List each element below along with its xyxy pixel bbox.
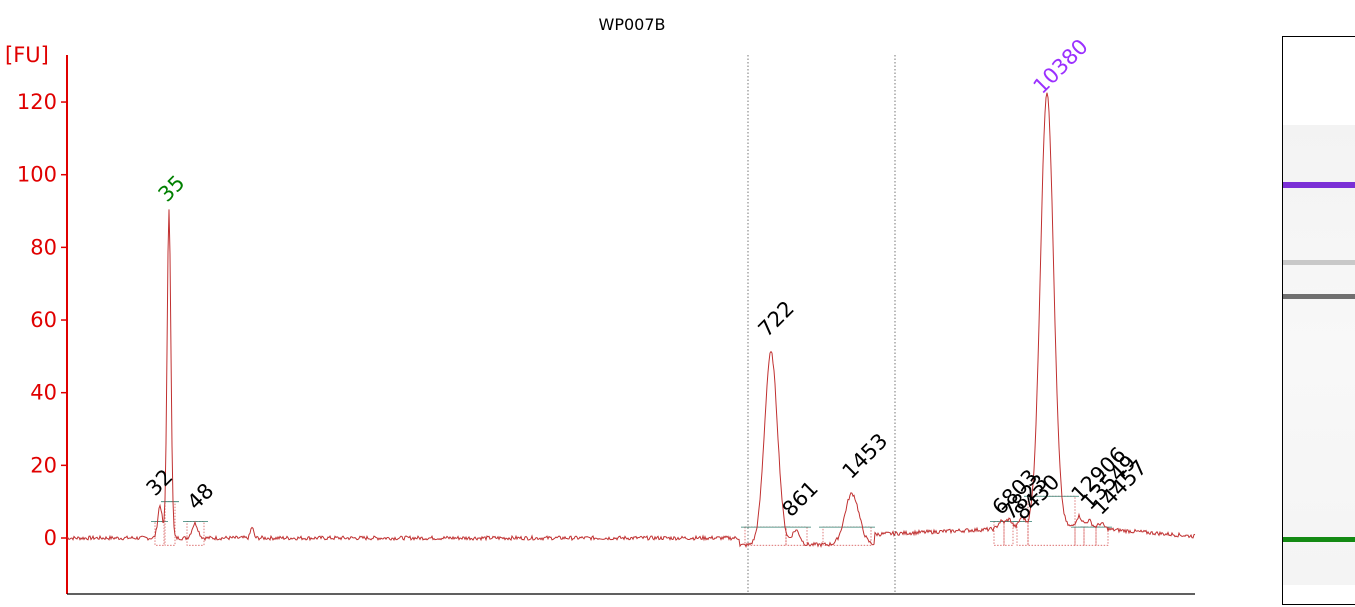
y-tick-label: 40 (30, 381, 57, 405)
axes (66, 55, 1195, 595)
peak-integration-box (744, 526, 787, 546)
peak-integration-boxes (151, 495, 1112, 546)
peak-integration-box (993, 521, 1005, 546)
peak-integration-box (164, 501, 176, 546)
faint-band (1283, 260, 1355, 265)
peak-label-861: 861 (778, 476, 823, 521)
lower-marker-band (1283, 537, 1355, 542)
peak-label-1453: 1453 (838, 429, 893, 484)
y-ticks: 0 20 40 60 80 100 120 (17, 90, 67, 550)
region-guides (747, 55, 896, 594)
main-band (1283, 294, 1355, 299)
y-tick-label: 80 (30, 235, 57, 259)
gel-lane-background (1283, 125, 1355, 585)
peak-integration-box (1083, 526, 1097, 546)
gel-lane (1282, 36, 1355, 605)
chart-title: WP007B (599, 15, 666, 34)
peak-label-35: 35 (154, 171, 190, 207)
y-tick-label: 120 (17, 90, 57, 114)
peak-integration-box (1095, 526, 1109, 546)
y-tick-label: 0 (44, 526, 57, 550)
peak-label-722: 722 (754, 296, 799, 341)
y-tick-label: 100 (17, 163, 57, 187)
y-tick-label: 20 (30, 453, 57, 477)
peak-labels: 3235487228611453680378238430103801290613… (142, 34, 1152, 524)
peak-label-10380: 10380 (1029, 34, 1093, 98)
peak-integration-box (154, 521, 165, 546)
upper-marker-band (1283, 182, 1355, 188)
peak-label-48: 48 (183, 479, 219, 515)
y-axis-label: [FU] (5, 43, 49, 67)
peak-integration-box (186, 521, 205, 546)
trace-line (66, 92, 1196, 548)
y-tick-label: 60 (30, 308, 57, 332)
peak-integration-box (1003, 521, 1014, 546)
peak-integration-box (1074, 526, 1085, 546)
peak-integration-box (1016, 521, 1029, 546)
